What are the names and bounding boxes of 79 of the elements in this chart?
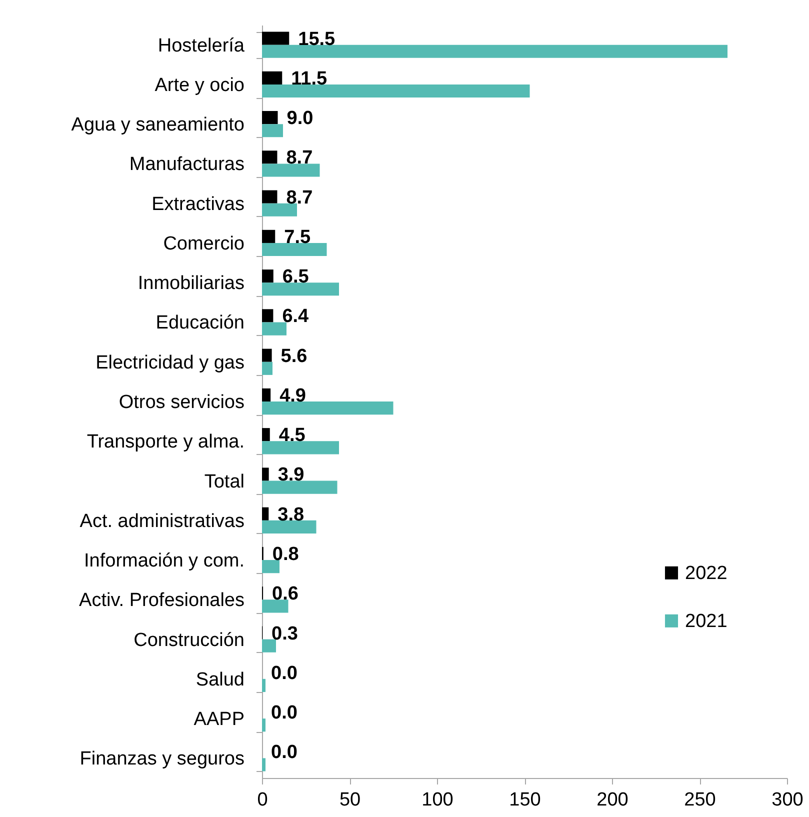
bar xyxy=(262,428,270,442)
legend-label: 2021 xyxy=(685,610,728,632)
data-label: 0.0 xyxy=(271,742,298,764)
x-tick-label: 50 xyxy=(339,790,361,810)
data-label: 8.7 xyxy=(286,148,313,169)
bar xyxy=(262,71,282,84)
bar xyxy=(262,322,286,336)
bar xyxy=(262,507,269,520)
y-tick-label: Información y com. xyxy=(84,550,244,572)
x-tick-label: 100 xyxy=(422,790,454,810)
bar xyxy=(262,111,278,124)
bar xyxy=(262,600,288,613)
bar xyxy=(262,309,274,322)
y-tick-label: Transporte y alma. xyxy=(86,432,244,453)
x-tick-label: 0 xyxy=(257,790,268,810)
y-tick-label: Construcción xyxy=(134,630,244,651)
bar xyxy=(262,164,320,177)
bar xyxy=(262,84,530,98)
data-label: 0.0 xyxy=(271,702,298,724)
bar xyxy=(262,230,276,243)
bar xyxy=(262,402,394,415)
x-tick-label: 250 xyxy=(684,790,716,810)
y-tick-label: Manufacturas xyxy=(129,154,244,176)
y-tick-label: Extractivas xyxy=(152,194,244,215)
bar xyxy=(262,362,272,375)
bar xyxy=(262,270,274,283)
y-tick-label: Act. administrativas xyxy=(80,510,244,532)
bar xyxy=(262,388,271,402)
bar xyxy=(262,758,266,772)
data-label: 3.8 xyxy=(278,504,304,526)
bar xyxy=(262,560,280,574)
y-tick-label: Finanzas y seguros xyxy=(80,748,244,770)
bar xyxy=(262,242,327,256)
data-label: 4.5 xyxy=(278,425,306,446)
bar xyxy=(262,348,272,362)
bar xyxy=(262,678,266,692)
data-label: 6.5 xyxy=(282,266,310,288)
bar xyxy=(262,203,297,216)
data-label: 11.5 xyxy=(291,68,328,90)
y-tick-label: Otros servicios xyxy=(118,392,244,413)
x-tick-label: 300 xyxy=(772,790,804,810)
bar xyxy=(262,32,290,45)
data-label: 0.3 xyxy=(272,623,298,644)
bar xyxy=(262,44,728,58)
data-label: 8.7 xyxy=(286,187,313,208)
data-label: 4.9 xyxy=(280,385,306,406)
data-label: 15.5 xyxy=(298,28,336,50)
y-tick-label: Inmobiliarias xyxy=(138,273,244,294)
y-tick-label: Educación xyxy=(156,312,244,334)
data-label: 9.0 xyxy=(286,108,314,130)
data-label: 6.4 xyxy=(282,306,310,328)
y-tick-label: Arte y ocio xyxy=(154,74,244,96)
x-tick-label: 200 xyxy=(596,790,628,810)
y-tick-label: Salud xyxy=(196,669,244,690)
data-label: 5.6 xyxy=(280,346,308,367)
bar xyxy=(262,282,339,296)
data-label: 7.5 xyxy=(284,226,311,248)
y-tick-label: Total xyxy=(204,471,244,492)
bar xyxy=(262,190,278,204)
bar xyxy=(262,520,316,534)
y-tick-label: Electricidad y gas xyxy=(96,352,244,374)
bar xyxy=(262,441,339,454)
legend-label: 2022 xyxy=(685,562,728,584)
data-label: 3.9 xyxy=(278,464,304,486)
bar xyxy=(262,718,266,732)
data-label: 0.6 xyxy=(272,584,298,605)
bar xyxy=(262,480,338,494)
bar xyxy=(262,150,278,164)
x-tick-label: 150 xyxy=(509,790,541,810)
y-tick-label: Agua y saneamiento xyxy=(71,114,244,136)
y-tick-label: AAPP xyxy=(194,709,244,730)
data-label: 0.0 xyxy=(271,662,298,684)
y-tick-label: Hostelería xyxy=(158,35,245,56)
bar xyxy=(262,124,283,138)
y-tick-label: Comercio xyxy=(163,233,244,254)
y-tick-label: Activ. Profesionales xyxy=(79,590,244,612)
bar xyxy=(262,639,276,652)
data-label: 0.8 xyxy=(272,544,299,565)
bar xyxy=(262,468,269,481)
